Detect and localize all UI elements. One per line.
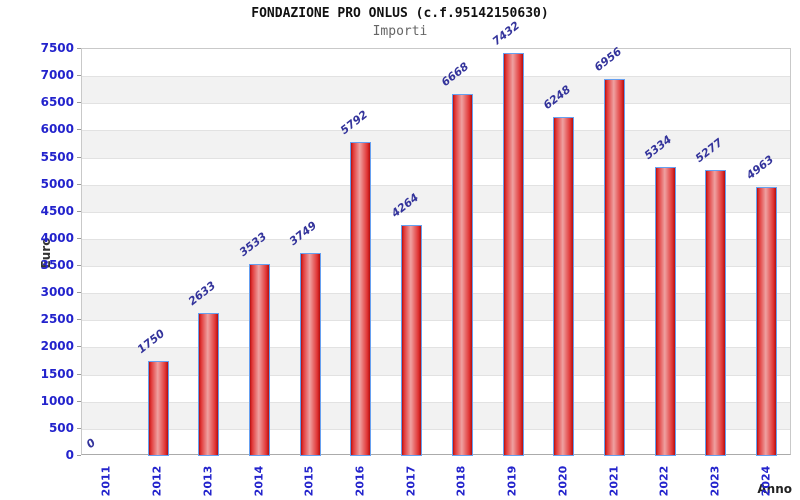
- y-tick-label: 2500: [40, 312, 74, 327]
- chart-subtitle: Importi: [372, 24, 428, 39]
- y-tick-mark: [77, 265, 81, 267]
- x-tick-label-2015: 2015: [302, 465, 316, 497]
- x-tick-label-2011: 2011: [99, 465, 113, 497]
- y-tick-label: 500: [48, 420, 74, 435]
- y-tick-mark: [77, 292, 81, 294]
- x-tick-label-2014: 2014: [252, 465, 265, 497]
- y-tick-mark: [77, 75, 81, 77]
- y-tick-mark: [77, 373, 81, 375]
- bar-2013: [198, 313, 219, 456]
- x-tick-label-2024: 2024: [759, 465, 773, 497]
- y-tick-label: 4000: [40, 230, 74, 245]
- x-tick-label-2021: 2021: [607, 465, 620, 497]
- x-tick-label-2023: 2023: [708, 465, 722, 497]
- y-tick-label: 6000: [40, 122, 74, 137]
- x-tick-label-2016: 2016: [353, 465, 367, 497]
- grid-band: [82, 266, 790, 293]
- x-tick-label-2020: 2020: [556, 465, 570, 497]
- y-tick-label: 3000: [40, 285, 74, 300]
- x-tick-label-2019: 2019: [505, 465, 519, 497]
- y-tick-label: 7000: [40, 68, 74, 83]
- grid-band: [82, 103, 790, 130]
- grid-band: [82, 211, 790, 239]
- grid-band: [82, 157, 790, 185]
- x-axis-label: Anno: [757, 482, 792, 496]
- grid-band: [82, 428, 790, 456]
- grid-band: [82, 49, 790, 76]
- bar-2019: [503, 52, 524, 456]
- x-tick-label-2017: 2017: [404, 465, 418, 497]
- bar-2021: [604, 78, 625, 456]
- y-tick-label: 3500: [40, 258, 74, 273]
- bar-2016: [350, 141, 371, 456]
- bar-2022: [655, 166, 676, 456]
- grid-band: [82, 76, 790, 104]
- y-tick-mark: [77, 346, 81, 348]
- plot-area: [81, 48, 791, 456]
- y-tick-label: 4500: [40, 203, 74, 218]
- chart-title: FONDAZIONE PRO ONLUS (c.f.95142150630): [251, 6, 549, 21]
- y-tick-label: 1500: [40, 366, 74, 381]
- x-tick-label-2022: 2022: [657, 465, 671, 497]
- bar-2018: [452, 94, 473, 456]
- bar-2014: [249, 264, 270, 456]
- y-tick-label: 7500: [40, 41, 74, 55]
- y-tick-mark: [77, 455, 81, 456]
- y-tick-mark: [77, 210, 81, 212]
- y-tick-mark: [77, 48, 81, 49]
- x-tick-label-2012: 2012: [150, 465, 164, 497]
- y-tick-label: 2000: [40, 339, 74, 354]
- bar-2023: [705, 169, 726, 456]
- y-tick-mark: [77, 427, 81, 429]
- y-tick-label: 0: [65, 448, 74, 462]
- grid-band: [82, 130, 790, 158]
- grid-band: [82, 238, 790, 267]
- y-tick-mark: [77, 129, 81, 131]
- x-tick-label-2018: 2018: [454, 465, 468, 497]
- bar-2012: [148, 361, 169, 456]
- grid-band: [82, 320, 790, 347]
- grid-band: [82, 347, 790, 375]
- grid-band: [82, 184, 790, 212]
- y-tick-mark: [77, 400, 81, 402]
- grid-band: [82, 401, 790, 429]
- y-tick-mark: [77, 156, 81, 158]
- bar-2020: [553, 116, 574, 456]
- y-tick-mark: [77, 319, 81, 321]
- y-tick-mark: [77, 237, 81, 239]
- x-tick-label-2013: 2013: [201, 465, 215, 497]
- y-tick-label: 5500: [40, 149, 74, 164]
- bar-2024: [756, 186, 777, 456]
- bar-2015: [300, 252, 321, 456]
- bar-2017: [401, 224, 422, 456]
- y-tick-label: 6500: [40, 95, 74, 110]
- y-tick-label: 1000: [40, 393, 74, 408]
- y-tick-label: 5000: [40, 176, 74, 191]
- grid-band: [82, 374, 790, 402]
- y-tick-mark: [77, 102, 81, 104]
- y-tick-mark: [77, 183, 81, 185]
